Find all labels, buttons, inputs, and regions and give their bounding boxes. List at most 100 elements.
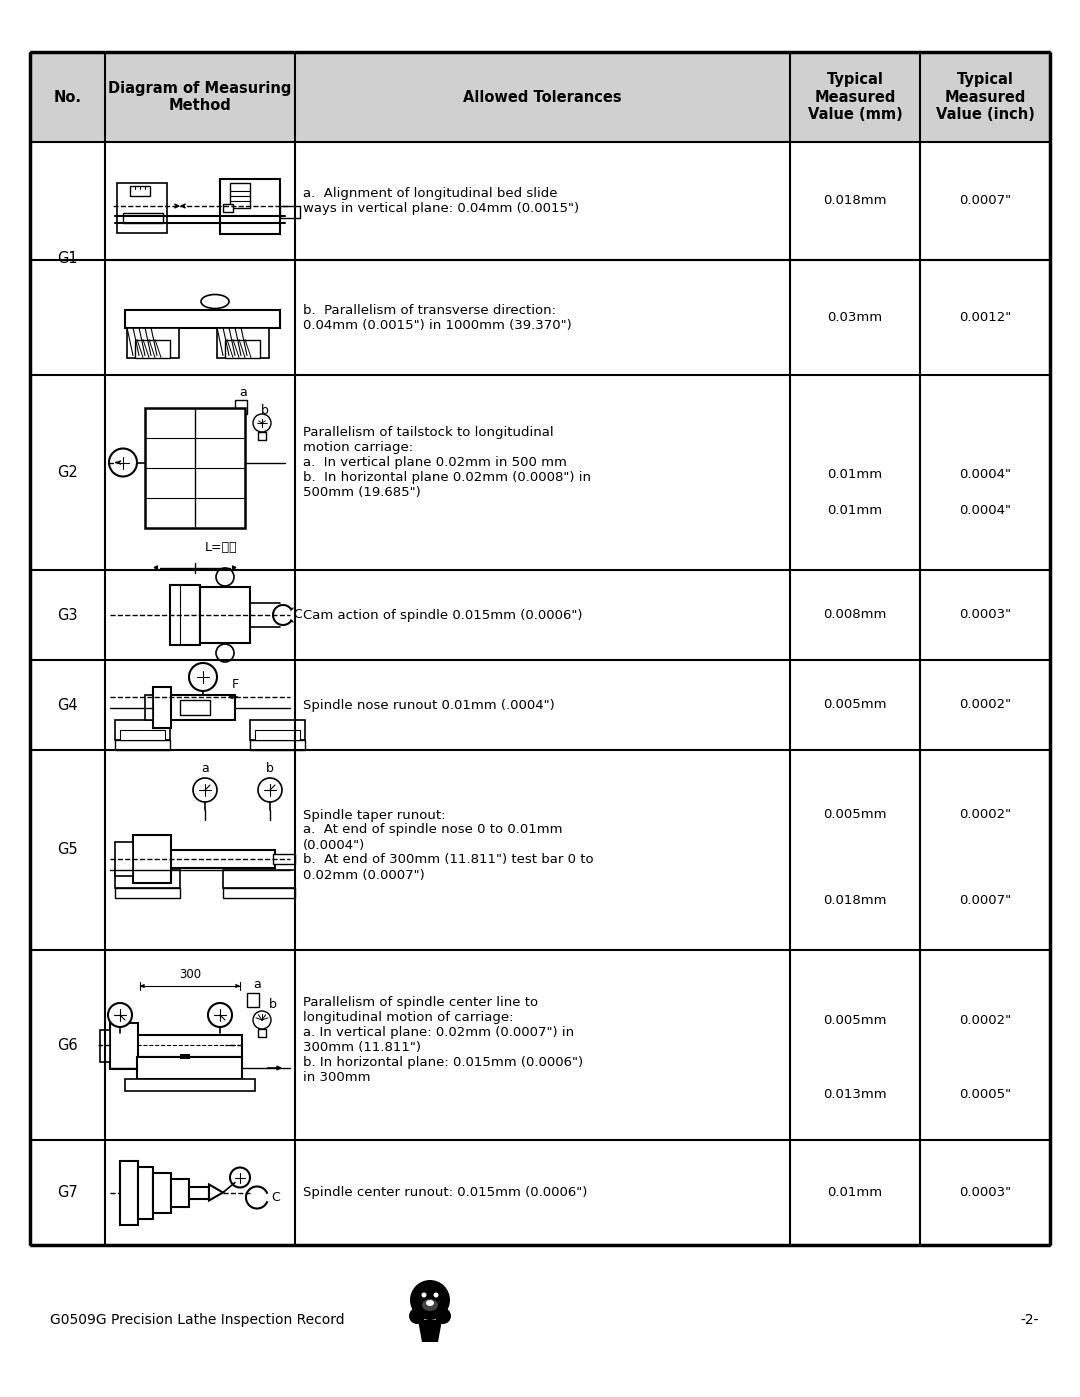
Circle shape xyxy=(435,1308,451,1324)
Text: Spindle center runout: 0.015mm (0.0006"): Spindle center runout: 0.015mm (0.0006") xyxy=(303,1186,588,1199)
Circle shape xyxy=(193,778,217,802)
Text: Diagram of Measuring
Method: Diagram of Measuring Method xyxy=(108,81,292,113)
Bar xyxy=(180,1053,190,1059)
Circle shape xyxy=(216,569,234,585)
Text: L=常数: L=常数 xyxy=(205,541,238,555)
Bar xyxy=(247,993,259,1007)
Bar xyxy=(170,694,235,719)
Text: 0.0007": 0.0007" xyxy=(959,894,1011,907)
Text: b: b xyxy=(266,761,274,774)
Bar xyxy=(220,179,280,235)
Bar xyxy=(123,212,163,224)
Text: 0.01mm: 0.01mm xyxy=(827,468,882,482)
Text: b: b xyxy=(269,999,276,1011)
Bar xyxy=(114,719,170,740)
Bar xyxy=(114,888,180,898)
Bar xyxy=(258,432,266,440)
Text: 0.005mm: 0.005mm xyxy=(823,698,887,711)
Circle shape xyxy=(410,1280,450,1320)
Circle shape xyxy=(109,448,137,476)
Ellipse shape xyxy=(201,295,229,309)
Text: F: F xyxy=(231,679,239,692)
Bar xyxy=(180,700,210,715)
Circle shape xyxy=(433,1292,438,1298)
Text: Allowed Tolerances: Allowed Tolerances xyxy=(463,89,622,105)
Bar xyxy=(200,587,249,643)
Polygon shape xyxy=(210,1185,222,1200)
Text: 0.013mm: 0.013mm xyxy=(823,1088,887,1101)
Bar xyxy=(222,870,295,888)
Bar xyxy=(258,1030,266,1037)
Text: 0.0002": 0.0002" xyxy=(959,698,1011,711)
Bar xyxy=(273,854,295,863)
Circle shape xyxy=(253,414,271,432)
Bar xyxy=(189,1186,210,1199)
Bar xyxy=(125,310,280,327)
Text: Typical
Measured
Value (mm): Typical Measured Value (mm) xyxy=(808,73,903,122)
Text: b.  Parallelism of transverse direction:
0.04mm (0.0015") in 1000mm (39.370"): b. Parallelism of transverse direction: … xyxy=(303,303,571,331)
Circle shape xyxy=(409,1308,426,1324)
Text: 0.018mm: 0.018mm xyxy=(823,194,887,208)
Text: Typical
Measured
Value (inch): Typical Measured Value (inch) xyxy=(935,73,1035,122)
Circle shape xyxy=(253,1011,271,1030)
Text: C: C xyxy=(271,1192,280,1204)
Bar xyxy=(145,408,245,528)
Bar xyxy=(153,1172,171,1213)
Circle shape xyxy=(208,1003,232,1027)
Bar xyxy=(153,687,171,728)
Circle shape xyxy=(216,644,234,662)
Bar xyxy=(114,842,133,876)
Text: 0.0004": 0.0004" xyxy=(959,503,1011,517)
Text: Spindle nose runout 0.01mm (.0004"): Spindle nose runout 0.01mm (.0004") xyxy=(303,698,555,711)
Bar xyxy=(135,339,170,358)
Text: G6: G6 xyxy=(57,1038,78,1052)
Bar xyxy=(133,835,171,883)
Bar xyxy=(114,870,180,888)
Bar xyxy=(170,849,275,868)
Bar xyxy=(249,719,305,740)
Bar xyxy=(222,888,295,898)
Text: G1: G1 xyxy=(57,251,78,265)
Bar xyxy=(217,327,269,358)
Text: a.  Alignment of longitudinal bed slide
ways in vertical plane: 0.04mm (0.0015"): a. Alignment of longitudinal bed slide w… xyxy=(303,187,579,215)
Text: b: b xyxy=(261,404,269,416)
Bar xyxy=(235,400,247,414)
Text: 0.01mm: 0.01mm xyxy=(827,1186,882,1199)
Text: a: a xyxy=(201,761,208,774)
Bar xyxy=(222,204,233,212)
Text: G4: G4 xyxy=(57,697,78,712)
Ellipse shape xyxy=(426,1301,434,1306)
Text: 0.005mm: 0.005mm xyxy=(823,809,887,821)
Bar xyxy=(110,1023,138,1069)
Text: G0509G Precision Lathe Inspection Record: G0509G Precision Lathe Inspection Record xyxy=(50,1313,345,1327)
Bar xyxy=(120,1161,138,1225)
Text: a: a xyxy=(253,978,261,992)
Bar xyxy=(230,183,249,208)
Bar xyxy=(280,205,300,218)
Text: a: a xyxy=(239,387,247,400)
Bar xyxy=(171,1179,189,1207)
Bar xyxy=(138,1166,153,1218)
Text: 0.0003": 0.0003" xyxy=(959,609,1011,622)
Bar xyxy=(137,1058,242,1078)
Text: Spindle taper runout:
a.  At end of spindle nose 0 to 0.01mm
(0.0004")
b.  At en: Spindle taper runout: a. At end of spind… xyxy=(303,809,594,882)
Circle shape xyxy=(189,664,217,692)
Bar xyxy=(127,327,179,358)
Bar xyxy=(225,339,260,358)
Text: C: C xyxy=(293,609,301,622)
Bar xyxy=(249,740,305,750)
Text: 0.0004": 0.0004" xyxy=(959,468,1011,482)
Text: 0.0002": 0.0002" xyxy=(959,1013,1011,1027)
Circle shape xyxy=(421,1292,427,1298)
Circle shape xyxy=(258,778,282,802)
Bar xyxy=(145,694,153,719)
Bar xyxy=(255,731,300,740)
Bar xyxy=(137,1035,242,1058)
Text: 0.018mm: 0.018mm xyxy=(823,894,887,907)
Text: 0.008mm: 0.008mm xyxy=(823,609,887,622)
Text: G5: G5 xyxy=(57,842,78,858)
Text: G2: G2 xyxy=(57,465,78,481)
Text: -2-: -2- xyxy=(1021,1313,1039,1327)
Bar xyxy=(130,186,150,196)
Bar xyxy=(170,585,200,645)
